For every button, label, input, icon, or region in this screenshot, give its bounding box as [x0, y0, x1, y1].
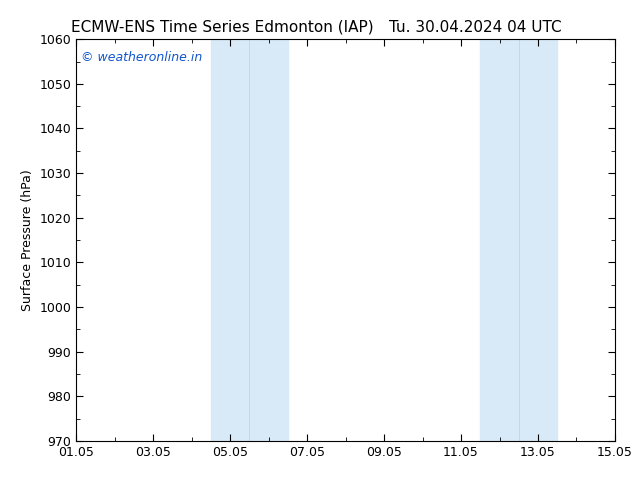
Text: © weatheronline.in: © weatheronline.in [81, 51, 203, 64]
Bar [210, 39, 288, 441]
Text: Tu. 30.04.2024 04 UTC: Tu. 30.04.2024 04 UTC [389, 20, 562, 35]
Text: ECMW-ENS Time Series Edmonton (IAP): ECMW-ENS Time Series Edmonton (IAP) [70, 20, 373, 35]
Bar [480, 39, 557, 441]
Y-axis label: Surface Pressure (hPa): Surface Pressure (hPa) [21, 169, 34, 311]
